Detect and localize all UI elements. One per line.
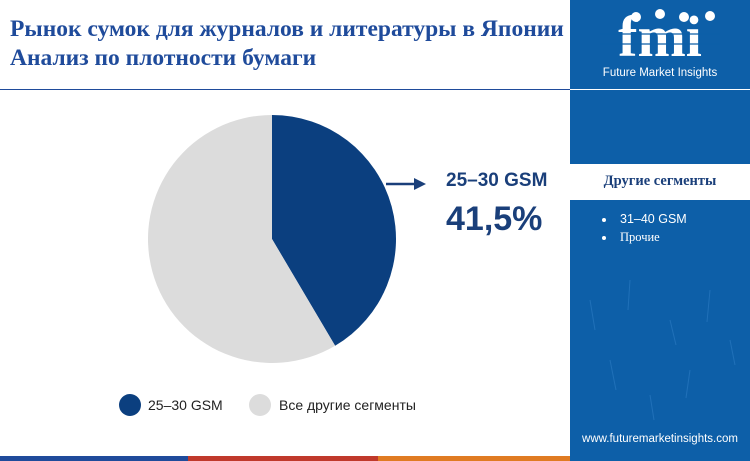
pie-slices (147, 115, 396, 363)
logo-mark: fmi (600, 4, 720, 69)
other-segments-header: Другие сегменты (570, 164, 750, 200)
footer-stripe-red (188, 456, 378, 461)
legend-label-primary: 25–30 GSM (148, 397, 223, 413)
fmi-logo: fmi Future Market Insights (570, 0, 750, 88)
segment-label: 31–40 GSM (620, 212, 687, 226)
title-divider (0, 89, 570, 90)
website-link[interactable]: www.futuremarketinsights.com (582, 433, 738, 445)
footer-stripe-blue (0, 456, 188, 461)
callout-value: 41,5% (446, 200, 543, 238)
sidebar-panel: fmi Future Market Insights Другие сегмен… (570, 0, 750, 456)
pie-chart (147, 115, 426, 363)
logo-tagline: Future Market Insights (602, 67, 718, 79)
segment-item: 31–40 GSM (600, 212, 687, 230)
other-segments-title: Другие сегменты (603, 173, 717, 189)
page-title: Рынок сумок для журналов и литературы в … (10, 16, 564, 71)
footer-stripe-orange (378, 456, 570, 461)
legend-swatch-other (249, 394, 271, 416)
callout-label: 25–30 GSM (446, 170, 548, 191)
bullet-icon (602, 236, 606, 240)
segment-label: Прочие (620, 230, 660, 244)
legend-swatch-primary (119, 394, 141, 416)
bullet-icon (602, 218, 606, 222)
segment-list: 31–40 GSM Прочие (600, 212, 687, 248)
pie-slice-other (147, 115, 336, 363)
sidebar-divider (570, 89, 750, 90)
pie-slice-primary (272, 115, 396, 346)
sidebar-texture (589, 279, 736, 421)
legend-label-other: Все другие сегменты (279, 397, 416, 413)
title-area: Рынок сумок для журналов и литературы в … (0, 0, 570, 88)
callout-arrow (386, 178, 426, 190)
footer-stripe-sidebar (570, 456, 750, 461)
segment-item: Прочие (600, 230, 687, 248)
